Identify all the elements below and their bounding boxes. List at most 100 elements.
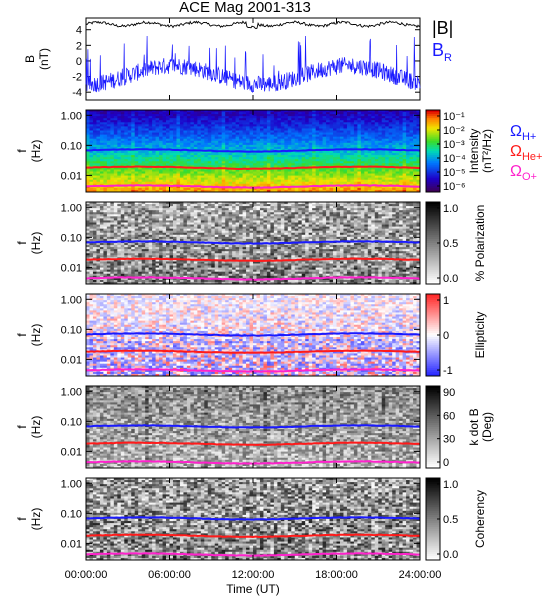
cbar-tick-label: 10⁻⁵ [443, 167, 466, 179]
ylabel-line2: (Hz) [29, 416, 43, 439]
br-trace [85, 35, 421, 93]
cbar-tick-label: 10⁻⁶ [443, 181, 466, 193]
gyro-he-line [85, 441, 421, 446]
cbar-label-line2: (nT²/Hz) [480, 129, 494, 173]
colorbar-1 [425, 109, 441, 193]
colorbar-4-label: k dot B (Deg) [467, 408, 494, 445]
b-ylabel-line1: B [23, 55, 37, 63]
ylabel-line2: (Hz) [29, 508, 43, 531]
cbar-label: Ellipticity [473, 312, 487, 359]
b-ylabel-line2: (nT) [37, 48, 51, 70]
spectro-ytick-label: 1.00 [61, 478, 82, 490]
cbar-label-line2: (Deg) [480, 412, 494, 442]
spectrogram-4-ylabel: f (Hz) [15, 416, 43, 439]
cbar-tick-label: 60 [443, 410, 455, 422]
b-ytick-label: -2 [72, 72, 82, 84]
gyro-h-line [85, 424, 421, 429]
spectro-ytick-label: 0.10 [61, 324, 82, 336]
omega-o-legend: ΩO+ [510, 163, 537, 183]
colorbar-1-label: Intensity (nT²/Hz) [467, 129, 494, 174]
colorbar-3-label: Ellipticity [473, 312, 487, 359]
ylabel-line1: f [15, 425, 29, 429]
gyro-he-line [85, 165, 420, 171]
gyro-h-line [85, 332, 421, 337]
b-ytick-label: 0 [76, 56, 82, 68]
spectro-ytick-label: 0.10 [61, 416, 82, 428]
gyro-he-line [85, 257, 421, 263]
colorbar-3 [425, 293, 441, 377]
cbar-tick-label: 0.5 [443, 238, 458, 250]
xtick-label: 06:00:00 [148, 569, 191, 581]
colorbar-4 [425, 385, 441, 469]
cbar-tick-label: 10⁻¹ [443, 111, 465, 123]
cbar-tick-label: 1.0 [443, 479, 458, 491]
spectro-ytick-label: 0.10 [61, 232, 82, 244]
ylabel-line1: f [15, 241, 29, 245]
ylabel-line2: (Hz) [29, 140, 43, 163]
gyro-h-line [86, 240, 421, 245]
gyro-h-line [85, 148, 421, 153]
cbar-tick-label: 0 [443, 457, 449, 469]
br-legend: BR [432, 40, 452, 64]
gyro-he-line [85, 533, 420, 539]
spectro-ytick-label: 0.01 [61, 354, 82, 366]
ylabel-line2: (Hz) [29, 232, 43, 255]
spectro-ytick-label: 1.00 [61, 386, 82, 398]
spectro-ytick-label: 0.10 [61, 140, 82, 152]
ylabel-line1: f [15, 517, 29, 521]
xtick-label: 12:00:00 [232, 569, 275, 581]
bmag-legend: |B| [432, 18, 453, 38]
cbar-tick-label: 10⁻⁴ [443, 153, 466, 165]
cbar-label-line1: Intensity [467, 129, 481, 174]
b-ytick-label: 2 [76, 40, 82, 52]
cbar-label: Coherency [473, 490, 487, 548]
omega-h-legend: ΩH+ [510, 123, 536, 143]
spectro-ytick-label: 0.01 [61, 262, 82, 274]
cbar-tick-label: 0.5 [443, 514, 458, 526]
spectro-ytick-label: 0.01 [61, 446, 82, 458]
gyro-h-line [85, 516, 420, 521]
ylabel-line1: f [15, 149, 29, 153]
colorbar-5-label: Coherency [473, 490, 487, 548]
cbar-tick-label: 10⁻³ [443, 139, 465, 151]
b-panel-frame [85, 17, 421, 101]
cbar-tick-label: -1 [443, 365, 453, 377]
cbar-tick-label: 1.0 [443, 203, 458, 215]
cbar-label-line1: k dot B [467, 408, 481, 445]
ylabel-line1: f [15, 333, 29, 337]
ylabel-line2: (Hz) [29, 324, 43, 347]
xtick-label: 00:00:00 [65, 569, 108, 581]
spectro-ytick-label: 0.01 [61, 170, 82, 182]
spectro-ytick-label: 1.00 [61, 294, 82, 306]
colorbar-2-label: % Polarization [473, 205, 487, 282]
cbar-tick-label: 90 [443, 387, 455, 399]
gyro-he-line [85, 349, 421, 354]
xtick-label: 18:00:00 [315, 569, 358, 581]
b-ylabel: B (nT) [23, 48, 51, 70]
spectro-ytick-label: 0.01 [61, 538, 82, 550]
spectro-ytick-label: 1.00 [61, 202, 82, 214]
omega-he-legend: ΩHe+ [510, 143, 542, 163]
bmag-trace [85, 20, 421, 30]
cbar-tick-label: 30 [443, 434, 455, 446]
cbar-tick-label: 1 [443, 295, 449, 307]
spectrogram-2-ylabel: f (Hz) [15, 232, 43, 255]
cbar-tick-label: 10⁻² [443, 125, 465, 137]
spectro-ytick-label: 0.10 [61, 508, 82, 520]
cbar-tick-label: 0.0 [443, 549, 458, 561]
colorbar-5 [425, 477, 441, 561]
spectrogram-1-ylabel: f (Hz) [15, 140, 43, 163]
spectrogram-3-ylabel: f (Hz) [15, 324, 43, 347]
cbar-label: % Polarization [473, 205, 487, 282]
cbar-tick-label: 0 [443, 330, 449, 342]
spectrogram-5-image [86, 478, 421, 561]
b-ytick-label: -4 [72, 87, 82, 99]
xaxis-label: Time (UT) [226, 582, 280, 596]
b-ytick-label: 4 [76, 25, 82, 37]
colorbar-2 [425, 201, 441, 285]
cbar-tick-label: 0.0 [443, 273, 458, 285]
xtick-label: 24:00:00 [399, 569, 442, 581]
spectrogram-5-ylabel: f (Hz) [15, 508, 43, 531]
figure-title: ACE Mag 2001-313 [179, 0, 311, 16]
